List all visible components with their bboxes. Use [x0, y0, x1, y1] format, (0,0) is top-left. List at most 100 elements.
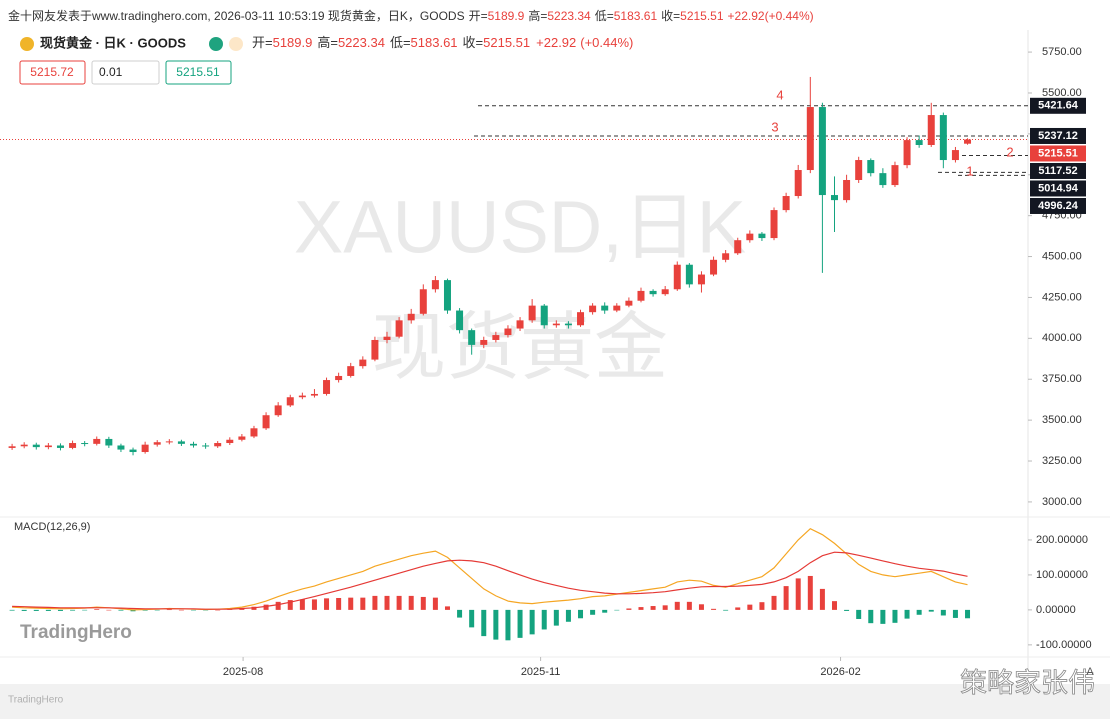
candle-body — [431, 280, 439, 290]
header-source: 金十网友发表于www.tradinghero.com, 2026-03-11 1… — [8, 8, 465, 23]
y-tick-label: 3000.00 — [1042, 496, 1082, 508]
candle-body — [81, 443, 89, 445]
change: +22.92 — [536, 35, 576, 50]
candle-body — [383, 336, 391, 340]
macd-y-tick-label: 200.00000 — [1036, 534, 1088, 546]
header-ohlc-value: 5189.9 — [488, 9, 525, 23]
candle-body — [891, 165, 899, 186]
macd-histogram-bar — [662, 605, 668, 610]
macd-histogram-bar — [106, 609, 112, 611]
price-tag — [1030, 145, 1086, 162]
macd-histogram-bar — [203, 609, 209, 611]
macd-histogram-bar — [130, 609, 136, 612]
candle-body — [746, 233, 754, 241]
x-tick-label: 2025-08 — [223, 666, 263, 678]
macd-histogram-bar — [541, 609, 547, 630]
macd-histogram-bar — [21, 609, 27, 611]
price-tag-label: 5014.94 — [1038, 182, 1079, 194]
change-pct: (+0.44%) — [580, 35, 633, 50]
macd-histogram-bar — [191, 609, 197, 611]
candle-body — [806, 107, 814, 171]
candle-body — [359, 359, 367, 367]
candle-body — [190, 443, 198, 446]
header-ohlc-label: 高= — [528, 8, 547, 23]
y-tick-label: 4500.00 — [1042, 250, 1082, 262]
candle-body — [56, 445, 64, 448]
auto-scale-button[interactable]: A — [1086, 666, 1094, 678]
macd-histogram-bar — [178, 609, 184, 611]
candle-body — [226, 439, 234, 444]
sell-box[interactable] — [165, 60, 232, 85]
candle-body — [468, 330, 476, 345]
candle-body — [927, 115, 935, 145]
candle-body — [564, 323, 572, 326]
header-ohlc-value: 5215.51 — [680, 9, 724, 23]
candle-body — [782, 196, 790, 211]
price-tag — [1030, 162, 1086, 179]
candle-body — [794, 170, 802, 197]
candle-body — [625, 300, 633, 306]
candle-body — [44, 445, 52, 448]
candle-body — [504, 328, 512, 336]
level-label: 2 — [1006, 144, 1013, 159]
buy-price[interactable]: 5215.72 — [30, 65, 74, 79]
macd-histogram-bar — [698, 604, 704, 610]
ohlc-label: 收= — [463, 35, 484, 50]
macd-title: MACD(12,26,9) — [14, 521, 90, 533]
candle-body — [105, 438, 113, 446]
macd-histogram-bar — [602, 609, 608, 613]
level-label: 3 — [771, 119, 778, 134]
author-watermark: 策略家张伟 — [960, 668, 1095, 698]
header-ohlc-label: 开= — [469, 9, 488, 23]
footer-bar — [0, 684, 1110, 719]
macd-histogram-bar — [711, 608, 717, 610]
macd-histogram-bar — [517, 609, 523, 638]
macd-histogram-bar — [831, 601, 837, 610]
y-tick-label: 5500.00 — [1042, 87, 1082, 99]
macd-histogram-bar — [481, 609, 487, 637]
candle-body — [492, 335, 500, 340]
macd-histogram-bar — [626, 608, 632, 610]
macd-histogram-bar — [916, 609, 922, 615]
macd-histogram-bar — [892, 609, 898, 623]
macd-histogram-bar — [674, 601, 680, 610]
candle-body — [371, 339, 379, 360]
macd-histogram-bar — [82, 609, 88, 611]
header: 金十网友发表于www.tradinghero.com, 2026-03-11 1… — [8, 8, 814, 23]
candle-body — [310, 393, 318, 396]
macd-histogram-bar — [783, 586, 789, 610]
macd-histogram-bar — [529, 609, 535, 635]
y-tick-label: 3250.00 — [1042, 455, 1082, 467]
y-tick-label: 4000.00 — [1042, 332, 1082, 344]
candle-body — [335, 375, 343, 381]
candle-body — [843, 179, 851, 201]
macd-histogram-bar — [444, 606, 450, 610]
quantity[interactable]: 0.01 — [99, 65, 123, 79]
macd-y-tick-label: 0.00000 — [1036, 604, 1076, 616]
candle-body — [286, 397, 294, 406]
quantity-box[interactable] — [91, 60, 160, 85]
macd-histogram-bar — [142, 609, 148, 611]
macd-histogram-bar — [723, 609, 729, 611]
price-tag — [1030, 180, 1086, 197]
macd-histogram-bar — [408, 595, 414, 610]
buy-box[interactable] — [19, 60, 86, 85]
ohlc-label: 低= — [390, 35, 411, 50]
macd-dea-line — [12, 551, 968, 610]
macd-histogram-bar — [856, 609, 862, 619]
candle-body — [589, 305, 597, 313]
candle-body — [528, 305, 536, 321]
macd-histogram-bar — [590, 609, 596, 615]
sell-price[interactable]: 5215.51 — [176, 65, 220, 79]
candle-body — [915, 140, 923, 145]
header-ohlc-label: 低= — [595, 9, 614, 23]
y-tick-label: 3750.00 — [1042, 373, 1082, 385]
header-change: +22.92 — [728, 9, 765, 23]
status-icon — [209, 37, 223, 51]
macd-histogram-bar — [940, 609, 946, 616]
candle-body — [697, 274, 705, 285]
candle-body — [601, 305, 609, 311]
candle-body — [8, 446, 16, 448]
